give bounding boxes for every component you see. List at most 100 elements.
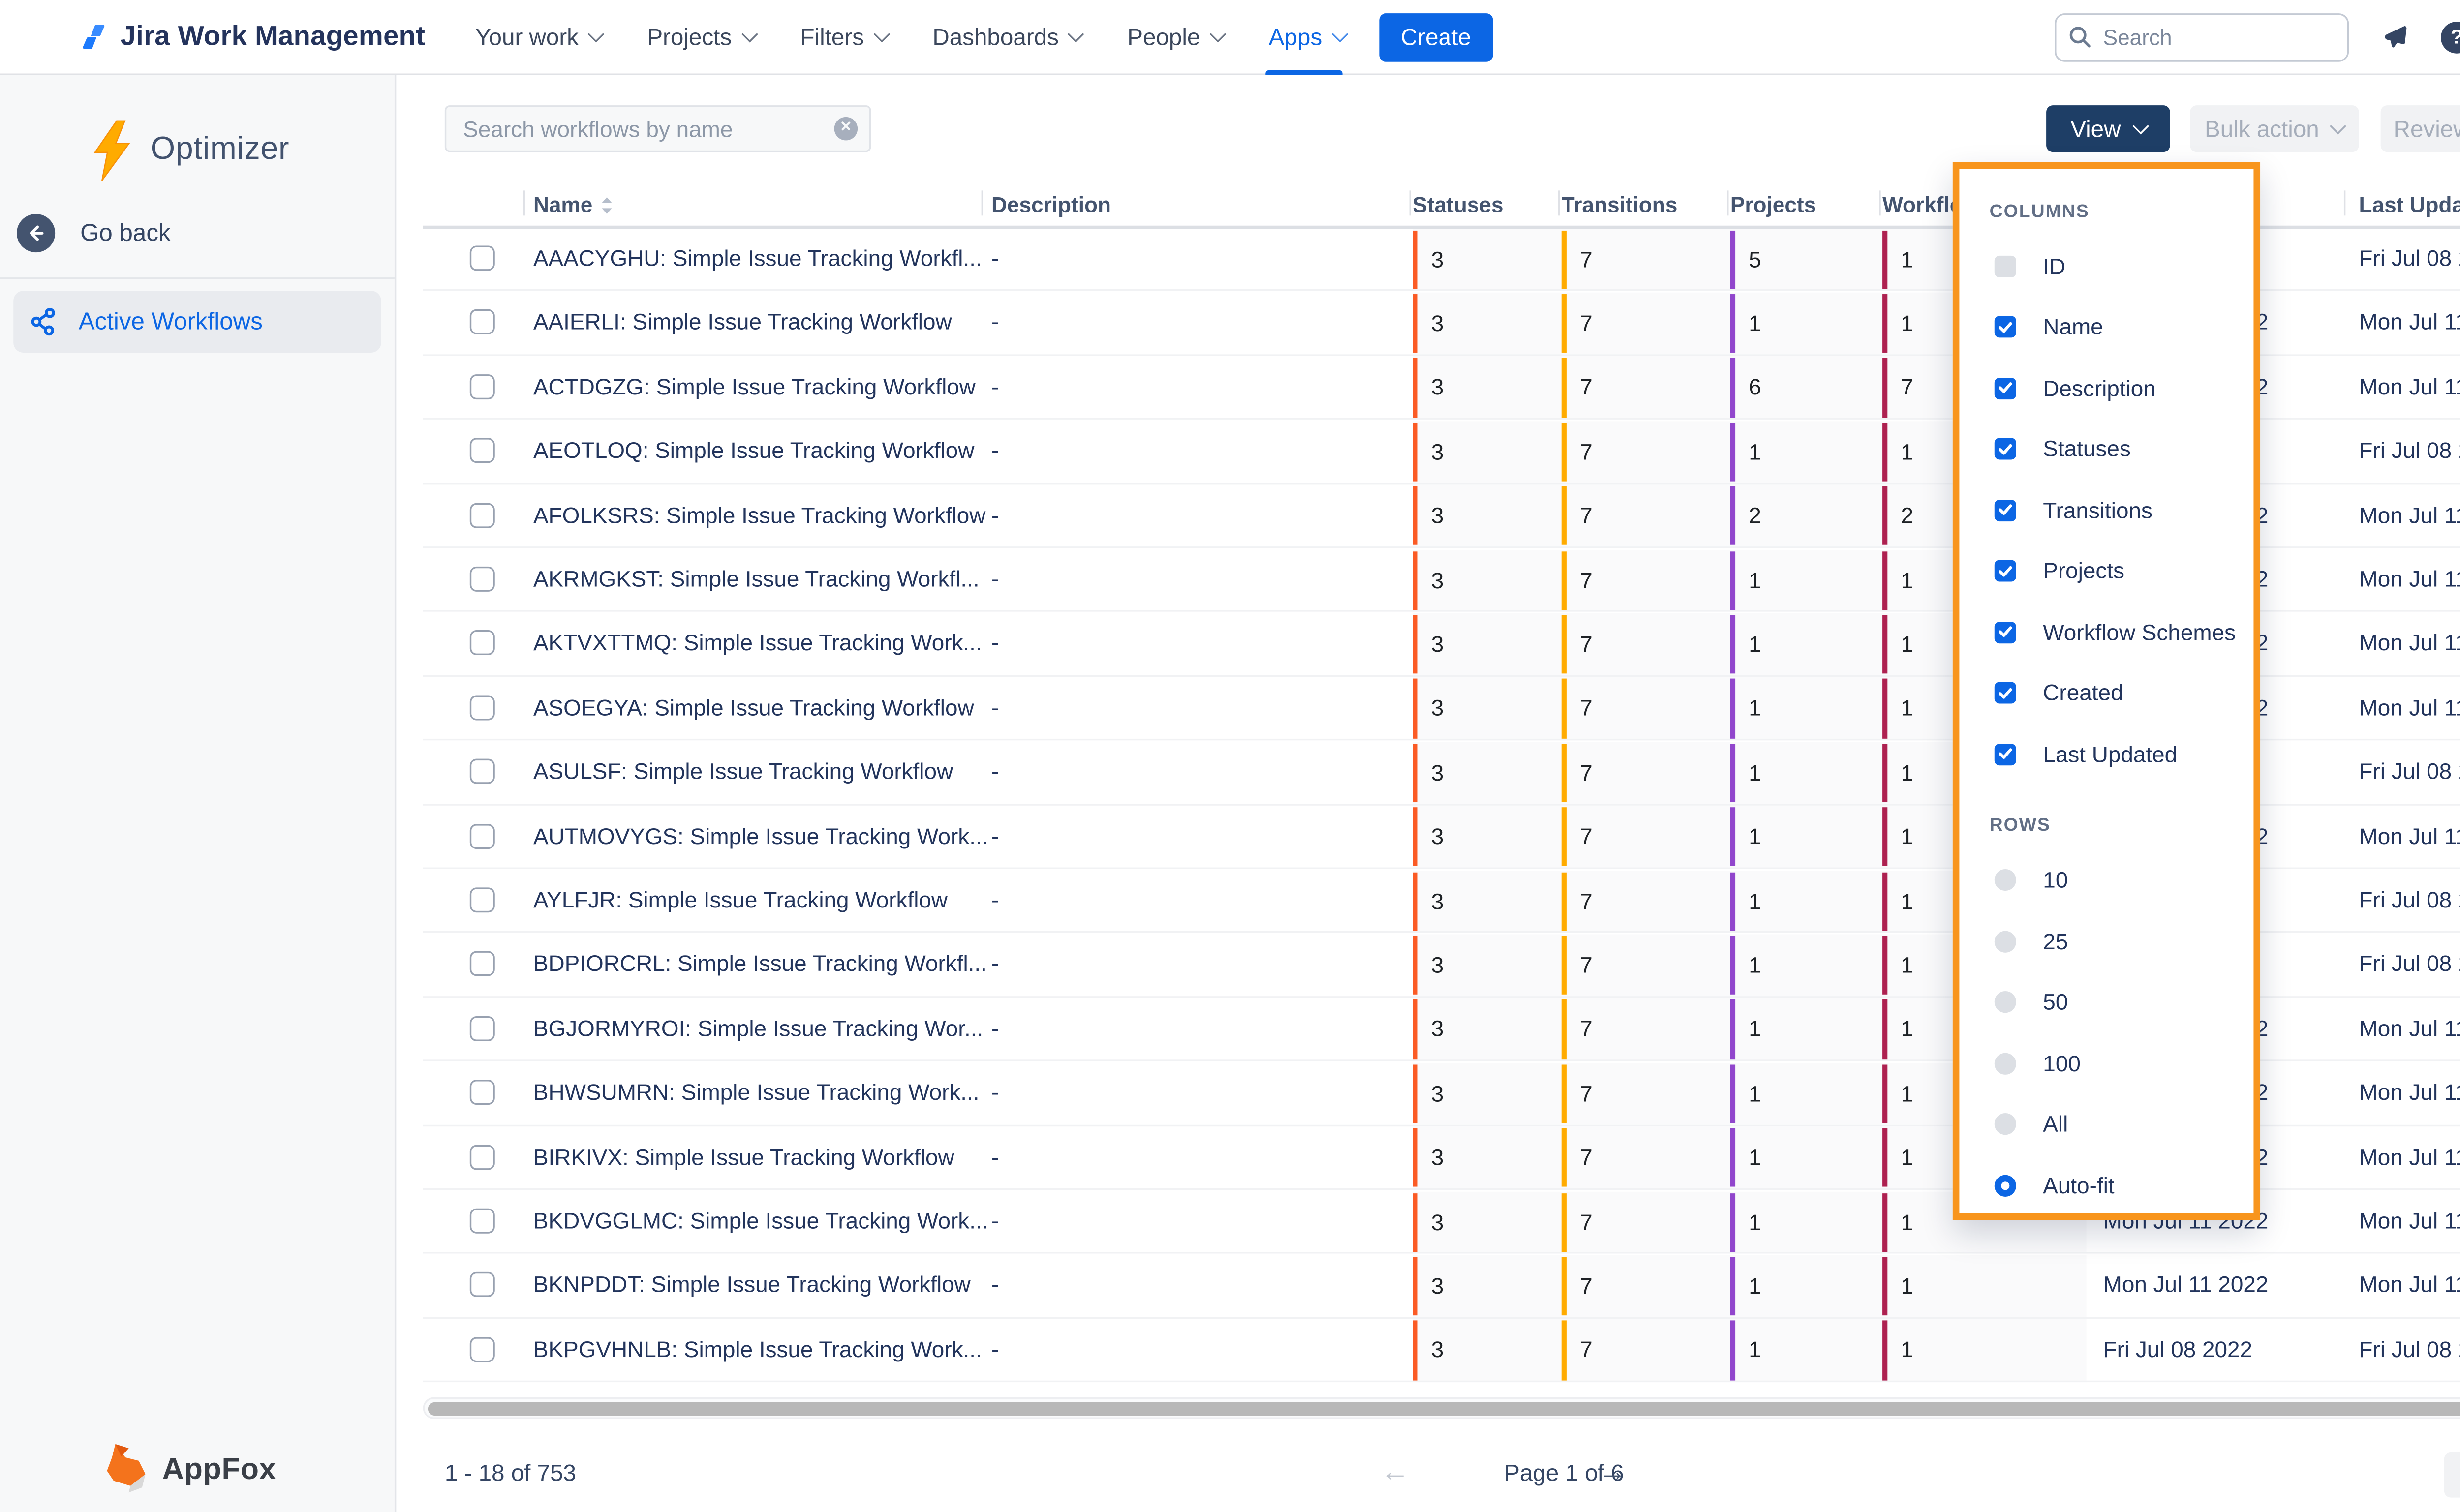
row-checkbox[interactable]	[469, 1336, 495, 1362]
column-toggle-name[interactable]: Name	[1959, 297, 2253, 357]
workflow-name[interactable]: BGJORMYROI: Simple Issue Tracking Wor...	[533, 1016, 984, 1041]
row-checkbox[interactable]	[469, 1080, 495, 1105]
workflow-name[interactable]: ASOEGYA: Simple Issue Tracking Workflow	[533, 695, 974, 720]
row-checkbox[interactable]	[469, 951, 495, 977]
nav-item-people[interactable]: People	[1127, 0, 1226, 74]
workflow-name[interactable]: ACTDGZG: Simple Issue Tracking Workflow	[533, 374, 976, 399]
column-toggle-projects[interactable]: Projects	[1959, 541, 2253, 601]
row-checkbox[interactable]	[469, 566, 495, 592]
sidebar-item-active-workflows[interactable]: Active Workflows	[13, 291, 381, 353]
projects-cell: 1	[1730, 421, 1883, 484]
column-toggle-workflow-schemes[interactable]: Workflow Schemes	[1959, 602, 2253, 662]
global-search[interactable]	[2055, 12, 2349, 61]
nav-item-projects[interactable]: Projects	[647, 0, 758, 74]
row-checkbox[interactable]	[469, 374, 495, 399]
transitions-accent-bar	[1561, 422, 1567, 482]
schemes-accent-bar	[1882, 358, 1888, 418]
row-checkbox[interactable]	[469, 438, 495, 463]
nav-item-dashboards[interactable]: Dashboards	[932, 0, 1085, 74]
column-toggle-transitions[interactable]: Transitions	[1959, 480, 2253, 540]
row-checkbox[interactable]	[469, 823, 495, 848]
column-header-projects[interactable]: Projects	[1730, 184, 1816, 226]
projects-cell: 1	[1730, 1062, 1883, 1125]
global-search-input[interactable]	[2055, 12, 2349, 61]
create-button[interactable]: Create	[1379, 12, 1493, 61]
column-toggle-statuses[interactable]: Statuses	[1959, 419, 2253, 479]
row-checkbox[interactable]	[469, 1144, 495, 1170]
row-checkbox[interactable]	[469, 245, 495, 271]
column-toggle-description[interactable]: Description	[1959, 358, 2253, 418]
projects-cell: 1	[1730, 549, 1883, 612]
rows-option-50[interactable]: 50	[1959, 972, 2253, 1032]
column-toggle-created[interactable]: Created	[1959, 663, 2253, 723]
clear-search-icon[interactable]: ×	[834, 117, 858, 141]
statuses-accent-bar	[1413, 230, 1418, 289]
projects-accent-bar	[1730, 936, 1736, 995]
scrollbar-thumb[interactable]	[428, 1401, 2460, 1416]
workflow-name[interactable]: AAACYGHU: Simple Issue Tracking Workfl..…	[533, 245, 982, 271]
bulk-action-button[interactable]: Bulk action	[2190, 105, 2359, 152]
workflow-name[interactable]: BHWSUMRN: Simple Issue Tracking Work...	[533, 1080, 980, 1105]
rows-option-100[interactable]: 100	[1959, 1033, 2253, 1093]
nav-item-apps[interactable]: Apps	[1265, 0, 1348, 75]
view-button[interactable]: View	[2046, 105, 2170, 152]
rows-option-all[interactable]: All	[1959, 1094, 2253, 1154]
prev-page-arrow-icon[interactable]: ←	[1381, 1455, 1410, 1488]
rows-option-auto-fit[interactable]: Auto-fit	[1959, 1155, 2253, 1215]
workflow-search[interactable]: ×	[444, 105, 871, 152]
workflow-name[interactable]: AUTMOVYGS: Simple Issue Tracking Work...	[533, 823, 988, 848]
chevron-down-icon	[1209, 25, 1226, 42]
column-toggle-label: Name	[2043, 314, 2103, 339]
row-checkbox[interactable]	[469, 887, 495, 913]
statuses-cell: 3	[1413, 613, 1562, 676]
last-updated-date: Fri Jul 08 2022	[2359, 438, 2460, 463]
column-header-statuses[interactable]: Statuses	[1413, 184, 1503, 226]
last-updated-date: Mon Jul 11 2022	[2359, 823, 2460, 848]
workflow-name[interactable]: BIRKIVX: Simple Issue Tracking Workflow	[533, 1144, 954, 1170]
workflow-name[interactable]: AYLFJR: Simple Issue Tracking Workflow	[533, 887, 948, 913]
nav-item-your-work[interactable]: Your work	[475, 0, 605, 74]
column-header-name[interactable]: Name	[533, 184, 615, 226]
workflow-name[interactable]: AKTVXTTMQ: Simple Issue Tracking Work...	[533, 631, 982, 656]
row-checkbox[interactable]	[469, 1272, 495, 1298]
workflow-name[interactable]: BKDVGGLMC: Simple Issue Tracking Work...	[533, 1208, 988, 1234]
workflow-name[interactable]: BDPIORCRL: Simple Issue Tracking Workfl.…	[533, 951, 987, 977]
rows-option-10[interactable]: 10	[1959, 850, 2253, 910]
workflow-name[interactable]: AFOLKSRS: Simple Issue Tracking Workflow	[533, 502, 986, 528]
go-back-button[interactable]: Go back	[16, 213, 171, 253]
row-checkbox[interactable]	[469, 309, 495, 335]
row-checkbox[interactable]	[469, 1208, 495, 1234]
workflow-name[interactable]: AAIERLI: Simple Issue Tracking Workflow	[533, 309, 952, 335]
checkbox-icon	[1994, 438, 2016, 460]
app-switcher-icon[interactable]	[22, 20, 55, 54]
horizontal-scrollbar[interactable]	[423, 1397, 2460, 1419]
workflow-name[interactable]: ASULSF: Simple Issue Tracking Workflow	[533, 759, 953, 785]
nav-item-filters[interactable]: Filters	[800, 0, 890, 74]
column-toggle-last-updated[interactable]: Last Updated	[1959, 724, 2253, 784]
column-header-transitions[interactable]: Transitions	[1562, 184, 1678, 226]
next-page-arrow-icon[interactable]: →	[1598, 1455, 1627, 1488]
rows-option-25[interactable]: 25	[1959, 911, 2253, 971]
help-icon[interactable]: ?	[2441, 21, 2460, 53]
transitions-accent-bar	[1561, 1256, 1567, 1316]
column-header-description[interactable]: Description	[991, 184, 1111, 226]
jira-logo[interactable]: Jira Work Management	[79, 21, 426, 53]
row-checkbox[interactable]	[469, 759, 495, 785]
row-checkbox[interactable]	[469, 631, 495, 656]
statuses-cell: 3	[1413, 1319, 1562, 1382]
workflow-name[interactable]: AKRMGKST: Simple Issue Tracking Workfl..…	[533, 566, 980, 592]
workflow-name[interactable]: AEOTLOQ: Simple Issue Tracking Workflow	[533, 438, 975, 463]
review-changes-button[interactable]: Review changes	[2380, 105, 2460, 152]
schemes-accent-bar	[1882, 807, 1888, 867]
column-toggle-id[interactable]: ID	[1959, 236, 2253, 296]
column-header-last-updated[interactable]: Last Updated	[2359, 184, 2460, 226]
workflow-name[interactable]: BKPGVHNLB: Simple Issue Tracking Work...	[533, 1336, 982, 1362]
workflow-search-input[interactable]	[444, 105, 871, 152]
row-checkbox[interactable]	[469, 1016, 495, 1041]
statuses-value: 3	[1431, 888, 1444, 913]
workflow-name[interactable]: BKNPDDT: Simple Issue Tracking Workflow	[533, 1272, 971, 1298]
row-checkbox[interactable]	[469, 695, 495, 720]
notifications-icon[interactable]	[2381, 23, 2409, 51]
export-button[interactable]: Export	[2444, 1452, 2460, 1498]
row-checkbox[interactable]	[469, 502, 495, 528]
